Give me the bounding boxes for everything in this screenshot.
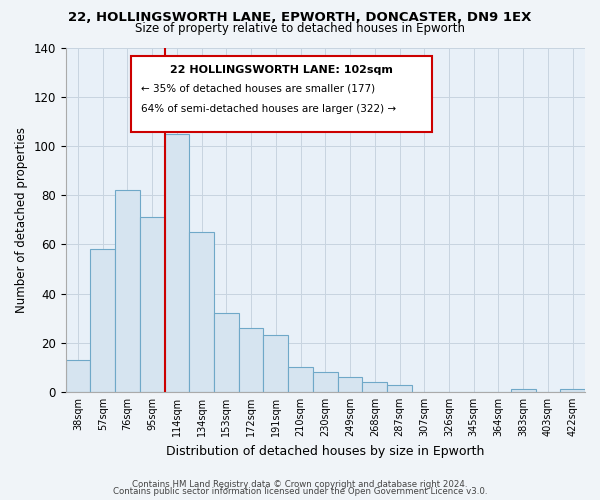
X-axis label: Distribution of detached houses by size in Epworth: Distribution of detached houses by size …: [166, 444, 485, 458]
Bar: [115, 190, 140, 392]
Bar: [65, 360, 91, 392]
Bar: [91, 249, 115, 392]
Text: ← 35% of detached houses are smaller (177): ← 35% of detached houses are smaller (17…: [141, 84, 375, 94]
Text: 64% of semi-detached houses are larger (322) →: 64% of semi-detached houses are larger (…: [141, 104, 396, 115]
Bar: [560, 390, 585, 392]
FancyBboxPatch shape: [131, 56, 432, 132]
Bar: [214, 313, 239, 392]
Bar: [511, 390, 536, 392]
Bar: [387, 384, 412, 392]
Bar: [164, 134, 190, 392]
Text: Contains HM Land Registry data © Crown copyright and database right 2024.: Contains HM Land Registry data © Crown c…: [132, 480, 468, 489]
Bar: [338, 377, 362, 392]
Text: 22 HOLLINGSWORTH LANE: 102sqm: 22 HOLLINGSWORTH LANE: 102sqm: [170, 64, 392, 74]
Bar: [190, 232, 214, 392]
Text: Contains public sector information licensed under the Open Government Licence v3: Contains public sector information licen…: [113, 488, 487, 496]
Text: Size of property relative to detached houses in Epworth: Size of property relative to detached ho…: [135, 22, 465, 35]
Bar: [362, 382, 387, 392]
Bar: [288, 368, 313, 392]
Bar: [239, 328, 263, 392]
Y-axis label: Number of detached properties: Number of detached properties: [15, 126, 28, 312]
Text: 22, HOLLINGSWORTH LANE, EPWORTH, DONCASTER, DN9 1EX: 22, HOLLINGSWORTH LANE, EPWORTH, DONCAST…: [68, 11, 532, 24]
Bar: [263, 336, 288, 392]
Bar: [140, 218, 164, 392]
Bar: [313, 372, 338, 392]
